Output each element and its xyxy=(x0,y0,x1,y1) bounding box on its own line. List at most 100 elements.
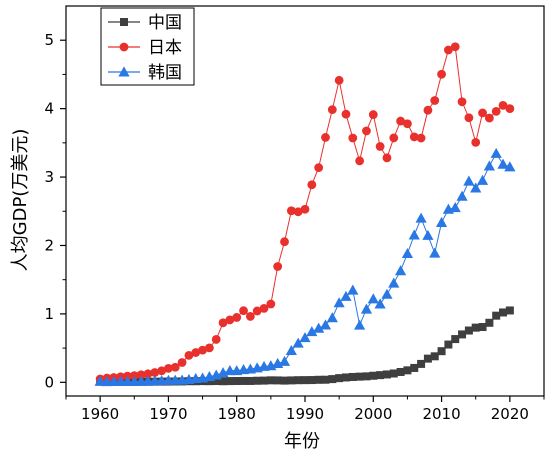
data-point-1998 xyxy=(355,372,364,381)
data-point-1984 xyxy=(259,303,269,313)
data-point-1987 xyxy=(280,376,289,385)
data-point-2009 xyxy=(430,352,439,361)
data-point-2014 xyxy=(463,175,475,186)
data-point-2003 xyxy=(389,133,399,143)
data-point-2000 xyxy=(369,371,378,380)
data-point-1993 xyxy=(321,375,330,384)
data-point-2018 xyxy=(492,311,501,320)
data-point-2008 xyxy=(423,354,432,363)
data-point-2012 xyxy=(449,202,461,213)
data-point-1983 xyxy=(253,376,262,385)
y-tick-label-3: 3 xyxy=(44,168,54,186)
data-point-1994 xyxy=(328,375,337,384)
data-point-1983 xyxy=(252,306,262,316)
data-point-1971 xyxy=(170,362,180,372)
x-tick-label-1980: 1980 xyxy=(218,405,256,423)
y-tick-label-2: 2 xyxy=(44,236,54,254)
data-point-2009 xyxy=(429,247,441,258)
data-point-1990 xyxy=(300,204,310,214)
data-point-1994 xyxy=(326,312,338,323)
data-point-2007 xyxy=(416,133,426,143)
data-point-2008 xyxy=(423,105,433,115)
legend-marker-circle xyxy=(119,42,129,52)
data-point-1993 xyxy=(319,319,332,330)
data-point-1997 xyxy=(348,372,357,381)
data-point-1986 xyxy=(273,262,283,271)
data-point-2008 xyxy=(422,229,434,240)
data-point-1999 xyxy=(362,126,371,136)
legend-label: 韩国 xyxy=(148,63,182,83)
data-point-1978 xyxy=(218,318,228,328)
data-point-1998 xyxy=(355,156,365,166)
data-point-2011 xyxy=(444,45,453,55)
data-point-1965 xyxy=(129,371,139,381)
data-point-1996 xyxy=(341,109,351,119)
data-point-1992 xyxy=(313,322,325,333)
data-point-2005 xyxy=(403,119,412,129)
data-point-2004 xyxy=(396,367,405,376)
data-point-2015 xyxy=(471,137,481,147)
data-point-1997 xyxy=(347,284,359,295)
y-tick-label-4: 4 xyxy=(44,100,54,118)
data-point-1976 xyxy=(205,377,214,386)
y-tick-label-0: 0 xyxy=(44,373,54,391)
series-triangle xyxy=(94,147,516,387)
y-axis-title: 人均GDP(万美元) xyxy=(10,129,31,272)
data-point-1997 xyxy=(348,133,358,143)
data-point-1990 xyxy=(299,332,311,343)
data-point-2018 xyxy=(490,147,502,158)
data-point-1974 xyxy=(191,348,201,357)
data-point-2016 xyxy=(478,108,487,118)
data-point-2018 xyxy=(491,106,501,116)
data-point-2004 xyxy=(395,265,407,276)
legend-label: 日本 xyxy=(148,38,182,58)
legend-marker-square xyxy=(120,18,128,26)
data-point-1991 xyxy=(306,326,318,337)
data-point-1985 xyxy=(266,376,275,385)
data-point-1979 xyxy=(225,315,235,325)
data-point-1992 xyxy=(314,163,324,173)
data-point-1984 xyxy=(260,376,269,385)
data-point-2013 xyxy=(457,97,467,107)
data-point-2012 xyxy=(451,335,460,344)
data-point-1989 xyxy=(293,207,303,217)
data-point-2002 xyxy=(382,370,391,379)
data-point-1996 xyxy=(340,290,352,301)
data-point-2005 xyxy=(403,366,412,375)
data-point-1975 xyxy=(198,345,207,355)
data-point-1980 xyxy=(232,313,242,322)
data-point-1972 xyxy=(177,358,187,367)
data-point-2020 xyxy=(505,306,514,315)
data-point-1966 xyxy=(136,370,146,380)
data-point-2004 xyxy=(396,116,405,126)
data-point-1995 xyxy=(333,297,345,308)
data-point-1994 xyxy=(327,105,337,114)
data-point-2001 xyxy=(375,142,385,151)
data-point-2000 xyxy=(368,110,378,119)
x-tick-label-1970: 1970 xyxy=(149,405,187,423)
data-point-1987 xyxy=(280,237,289,247)
data-point-1970 xyxy=(164,363,173,373)
x-tick-label-1960: 1960 xyxy=(81,405,119,423)
data-point-2011 xyxy=(444,340,453,349)
data-point-2017 xyxy=(484,113,494,123)
x-tick-label-2020: 2020 xyxy=(491,405,529,423)
data-point-1998 xyxy=(354,319,366,330)
data-point-1988 xyxy=(285,344,297,356)
data-point-2009 xyxy=(430,96,440,105)
data-point-2000 xyxy=(367,293,379,304)
data-point-2015 xyxy=(470,182,482,193)
x-axis-title: 年份 xyxy=(284,431,320,452)
legend-marker-triangle xyxy=(118,66,130,77)
data-point-1976 xyxy=(205,343,214,353)
data-point-1980 xyxy=(232,377,241,386)
data-point-2002 xyxy=(382,153,392,163)
data-point-2010 xyxy=(435,216,448,227)
data-point-1989 xyxy=(294,376,303,385)
data-point-2015 xyxy=(471,323,480,332)
data-point-1995 xyxy=(335,374,344,383)
data-point-2016 xyxy=(476,174,489,185)
data-point-1981 xyxy=(239,376,248,385)
data-point-1995 xyxy=(334,75,344,85)
data-point-1969 xyxy=(157,366,167,376)
